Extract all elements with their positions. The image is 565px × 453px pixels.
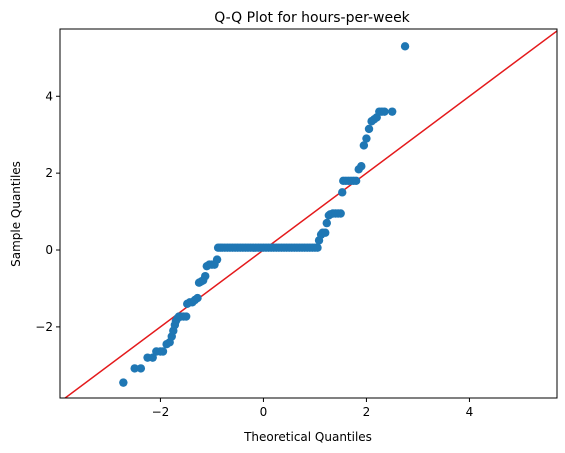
data-point: [158, 347, 168, 356]
data-point: [313, 243, 322, 252]
x-tick-label: 4: [466, 405, 474, 419]
reference-line: [63, 30, 557, 398]
y-tick-label: −2: [35, 320, 53, 334]
x-axis: −2 0 2 4: [152, 398, 474, 419]
plot-frame: [59, 28, 558, 399]
data-point: [119, 378, 128, 387]
data-point: [322, 218, 331, 228]
data-point: [351, 176, 361, 186]
plot-area: [59, 28, 558, 399]
chart-title: Q-Q Plot for hours-per-week: [214, 10, 410, 26]
y-tick-label: 0: [45, 243, 53, 257]
data-point: [181, 312, 191, 321]
data-point: [212, 255, 222, 264]
data-point: [380, 107, 389, 116]
x-tick-label: 0: [260, 405, 268, 419]
y-axis-label: Sample Quantiles: [9, 161, 23, 267]
data-point: [400, 42, 410, 51]
data-point: [321, 228, 330, 237]
y-axis: −2 0 2 4: [35, 89, 60, 334]
data-point: [336, 209, 345, 218]
data-point: [362, 134, 371, 143]
x-tick-label: 2: [363, 405, 371, 419]
data-point: [201, 271, 210, 281]
data-point: [338, 188, 347, 197]
data-point: [193, 293, 202, 303]
data-point: [387, 107, 397, 116]
data-point: [359, 141, 369, 150]
data-point: [136, 364, 146, 373]
data-point: [130, 364, 139, 373]
data-point: [357, 162, 366, 171]
data-point: [364, 124, 374, 134]
x-tick-label: −2: [152, 405, 170, 419]
x-axis-label: Theoretical Quantiles: [243, 430, 372, 444]
y-tick-label: 2: [45, 166, 53, 180]
data-point: [148, 353, 157, 362]
y-tick-label: 4: [45, 89, 53, 103]
